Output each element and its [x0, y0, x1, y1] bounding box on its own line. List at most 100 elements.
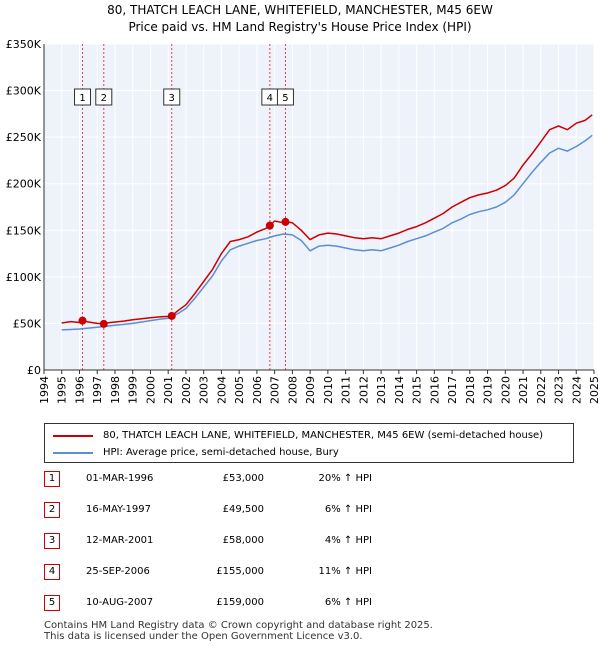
y-tick-label: £50K: [13, 317, 42, 330]
footer-attribution: Contains HM Land Registry data © Crown c…: [44, 620, 433, 642]
x-tick-label: 2016: [428, 376, 441, 404]
x-tick-label: 2013: [375, 376, 388, 404]
sale-annotation: 5: [276, 88, 294, 106]
property-price-line: [61, 114, 593, 325]
x-tick-label: 2025: [588, 376, 600, 404]
transaction-row: 4 25-SEP-2006 £155,000 11% ↑ HPI: [44, 563, 464, 581]
transaction-price: £53,000: [222, 473, 264, 484]
y-axis: £0 £50K £100K £150K £200K £250K £300K £350K: [6, 38, 45, 377]
transaction-hpi-change: 6% ↑ HPI: [324, 597, 372, 608]
x-tick-label: 1995: [56, 376, 69, 404]
series-lines: [61, 114, 593, 331]
transaction-hpi-change: 6% ↑ HPI: [324, 504, 372, 515]
sale-points: [78, 217, 290, 328]
transaction-number: 5: [44, 595, 60, 611]
transaction-price: £155,000: [216, 566, 264, 577]
x-tick-label: 2003: [198, 376, 211, 404]
x-tick-label: 2014: [393, 376, 406, 404]
x-tick-label: 2001: [162, 376, 175, 404]
title-line-2: Price paid vs. HM Land Registry's House …: [128, 20, 472, 34]
transaction-number: 2: [44, 502, 60, 518]
x-tick-label: 2006: [251, 376, 264, 404]
sale-point: [78, 316, 87, 325]
y-tick-label: £350K: [6, 38, 42, 51]
annotation-box: [74, 88, 91, 106]
footer-line-2: This data is licensed under the Open Gov…: [44, 631, 363, 642]
y-tick-label: £200K: [6, 178, 42, 191]
sale-point: [99, 319, 108, 328]
x-tick-label: 2022: [535, 376, 548, 404]
title-line-1: 80, THATCH LEACH LANE, WHITEFIELD, MANCH…: [107, 3, 493, 17]
transaction-date: 12-MAR-2001: [86, 535, 154, 546]
chart-title: 80, THATCH LEACH LANE, WHITEFIELD, MANCH…: [0, 2, 600, 36]
transaction-date: 10-AUG-2007: [86, 597, 154, 608]
annotation-label: 1: [79, 93, 85, 104]
transaction-number: 1: [44, 471, 60, 487]
x-tick-label: 2018: [464, 376, 477, 404]
x-tick-label: 2017: [446, 376, 459, 404]
legend-swatch-hpi: [53, 452, 93, 454]
transaction-price: £159,000: [216, 597, 264, 608]
transaction-row: 5 10-AUG-2007 £159,000 6% ↑ HPI: [44, 594, 464, 612]
x-tick-label: 1994: [38, 376, 51, 404]
x-tick-label: 2000: [144, 376, 157, 404]
transaction-hpi-change: 20% ↑ HPI: [318, 473, 372, 484]
sale-annotation: 2: [95, 88, 113, 106]
sale-point: [265, 221, 274, 230]
transaction-date: 01-MAR-1996: [86, 473, 154, 484]
transaction-date: 16-MAY-1997: [86, 504, 152, 515]
sale-annotation: 1: [74, 88, 91, 106]
x-tick-label: 2009: [304, 376, 317, 404]
transaction-row: 3 12-MAR-2001 £58,000 4% ↑ HPI: [44, 532, 464, 550]
transaction-number: 3: [44, 533, 60, 549]
x-tick-label: 1998: [109, 376, 122, 404]
y-tick-label: £150K: [6, 224, 42, 237]
annotation-label: 4: [267, 93, 273, 104]
transaction-number: 4: [44, 564, 60, 580]
x-tick-label: 1997: [91, 376, 104, 404]
annotation-label: 2: [101, 93, 107, 104]
sale-annotation: 3: [163, 88, 181, 106]
x-tick-label: 2021: [517, 376, 530, 404]
x-tick-label: 2012: [357, 376, 370, 404]
legend: 80, THATCH LEACH LANE, WHITEFIELD, MANCH…: [44, 423, 574, 463]
hpi-line: [61, 134, 593, 331]
plot-area: [44, 44, 594, 370]
annotation-box: [276, 88, 294, 106]
y-tick-label: £250K: [6, 131, 42, 144]
sale-annotation: 4: [261, 88, 279, 106]
y-tick-label: £300K: [6, 85, 42, 98]
x-tick-label: 1996: [73, 376, 86, 404]
x-tick-label: 2005: [233, 376, 246, 404]
x-tick-label: 2008: [286, 376, 299, 404]
transaction-hpi-change: 11% ↑ HPI: [318, 566, 372, 577]
sale-point: [281, 217, 290, 226]
x-tick-label: 2023: [553, 376, 566, 404]
legend-swatch-property: [53, 435, 93, 437]
x-tick-label: 2024: [570, 376, 583, 404]
annotation-box: [163, 88, 181, 106]
x-tick-label: 2011: [340, 376, 353, 404]
legend-label-property: 80, THATCH LEACH LANE, WHITEFIELD, MANCH…: [103, 430, 544, 441]
sale-point: [167, 311, 176, 320]
annotation-label: 3: [169, 93, 175, 104]
transaction-row: 2 16-MAY-1997 £49,500 6% ↑ HPI: [44, 501, 464, 519]
x-tick-label: 2010: [322, 376, 335, 404]
x-tick-label: 1999: [127, 376, 140, 404]
transaction-date: 25-SEP-2006: [86, 566, 150, 577]
x-tick-label: 2002: [180, 376, 193, 404]
x-axis: 1994 1995 1996 1997 1998 1999 2000 2001 2002 2003…: [38, 369, 600, 404]
x-tick-label: 2020: [499, 376, 512, 404]
x-tick-label: 2007: [269, 376, 282, 404]
transaction-hpi-change: 4% ↑ HPI: [324, 535, 372, 546]
annotation-label: 5: [282, 93, 288, 104]
transaction-row: 1 01-MAR-1996 £53,000 20% ↑ HPI: [44, 470, 464, 488]
transaction-price: £58,000: [222, 535, 264, 546]
y-tick-label: £0: [27, 364, 41, 377]
y-tick-label: £100K: [6, 271, 42, 284]
annotation-box: [95, 88, 113, 106]
legend-label-hpi: HPI: Average price, semi-detached house,…: [103, 447, 339, 458]
x-tick-label: 2019: [482, 376, 495, 404]
